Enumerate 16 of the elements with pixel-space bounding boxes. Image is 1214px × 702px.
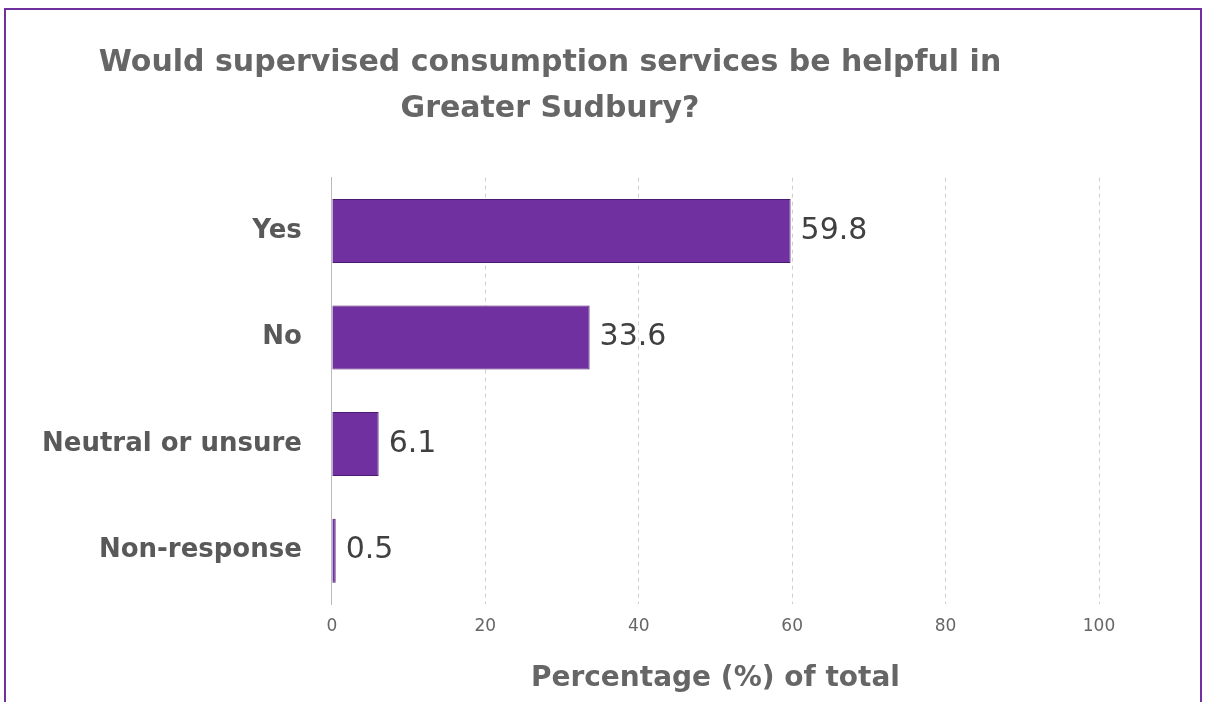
data-label: 6.1 bbox=[388, 423, 437, 459]
y-tick-label: Yes bbox=[251, 213, 302, 244]
data-label: 0.5 bbox=[345, 530, 394, 566]
y-tick-label: Neutral or unsure bbox=[41, 426, 302, 457]
x-tick-label: 40 bbox=[627, 614, 650, 635]
data-label: 59.8 bbox=[800, 210, 868, 246]
x-tick-label: 60 bbox=[781, 614, 803, 635]
y-tick-label: No bbox=[262, 320, 302, 351]
data-label: 33.6 bbox=[599, 317, 667, 353]
x-tick-label: 0 bbox=[326, 614, 338, 635]
x-tick-label: 80 bbox=[934, 614, 957, 635]
x-axis-title: Percentage (%) of total bbox=[530, 660, 900, 694]
chart-title: Would supervised consumption services be helpful in Greater Sudbury? bbox=[97, 42, 1003, 126]
y-tick-label: Non-response bbox=[98, 533, 302, 564]
x-tick-label: 100 bbox=[1082, 614, 1116, 635]
x-tick-label: 20 bbox=[474, 614, 497, 635]
